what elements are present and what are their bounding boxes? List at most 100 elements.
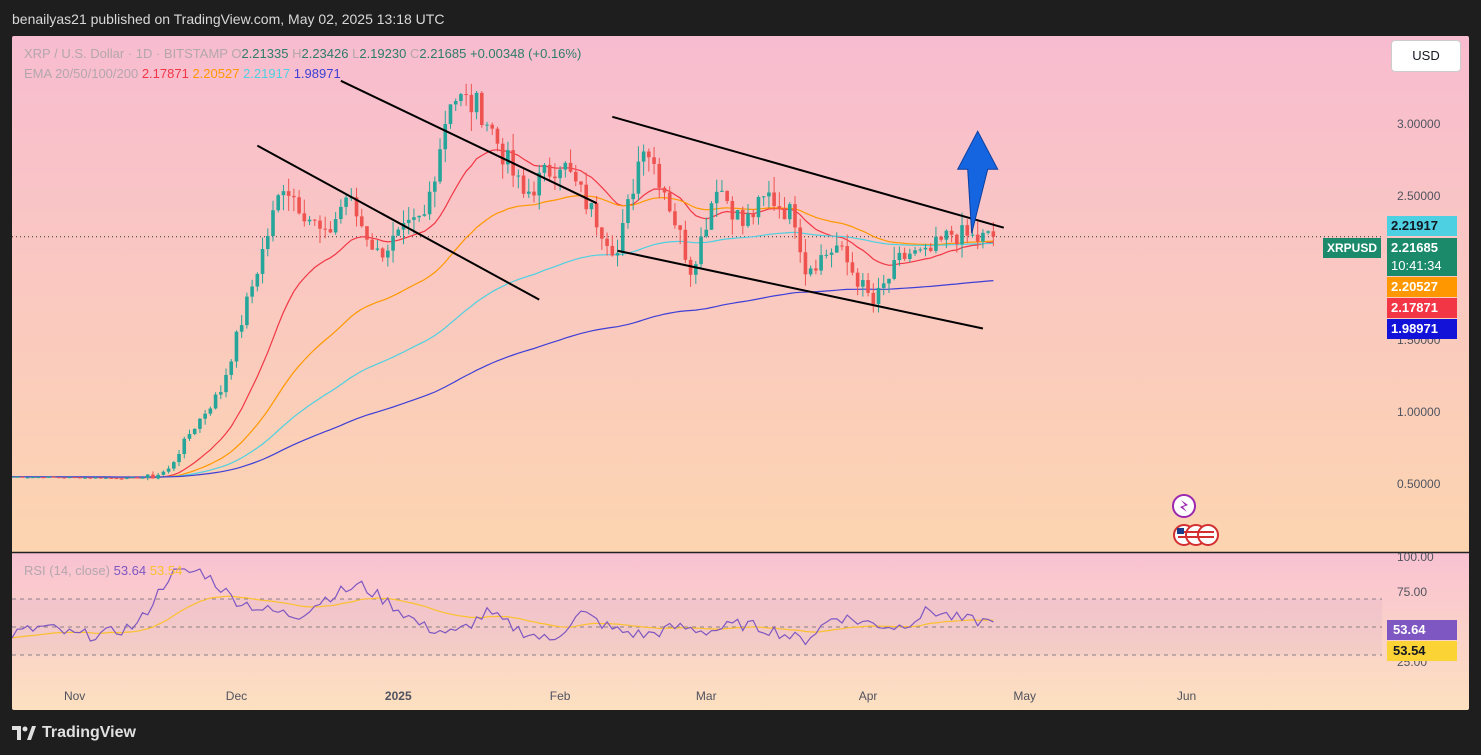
candle-body bbox=[495, 128, 500, 144]
candle-body bbox=[699, 236, 703, 265]
candle-body bbox=[474, 92, 479, 113]
candle-body bbox=[438, 149, 442, 182]
low-value: 2.19230 bbox=[359, 46, 407, 61]
candle-body bbox=[281, 191, 286, 196]
candle-body bbox=[433, 181, 437, 192]
candle-body bbox=[506, 150, 510, 165]
candle-body bbox=[970, 234, 975, 236]
time-tick-label: 2025 bbox=[385, 689, 412, 703]
ema100-value: 2.21917 bbox=[243, 66, 291, 81]
candle-body bbox=[840, 245, 844, 247]
candle-body bbox=[297, 197, 301, 214]
up-arrow-shape bbox=[956, 130, 999, 234]
rsi-value: 53.64 bbox=[113, 563, 147, 578]
candle-body bbox=[767, 192, 771, 197]
candle-body bbox=[104, 477, 108, 479]
candle-body bbox=[673, 211, 677, 226]
candle-body bbox=[448, 104, 453, 125]
candle-body bbox=[761, 196, 766, 198]
candle-body bbox=[547, 164, 552, 177]
rsi-ma-line bbox=[12, 595, 994, 639]
candle-body bbox=[151, 474, 155, 479]
candle-body bbox=[469, 94, 474, 113]
candle-body bbox=[814, 268, 818, 271]
time-tick-label: Feb bbox=[550, 689, 571, 703]
candle-body bbox=[532, 191, 536, 196]
candle-body bbox=[553, 176, 557, 179]
us-flag-icon bbox=[1197, 524, 1219, 546]
candle-body bbox=[198, 418, 202, 429]
second-channel-lower bbox=[617, 249, 984, 330]
candle-body bbox=[375, 248, 380, 250]
candle-body bbox=[443, 124, 448, 150]
candle-body bbox=[307, 219, 312, 222]
rsi-tick-label: 75.00 bbox=[1397, 585, 1427, 599]
candle-body bbox=[182, 438, 187, 455]
candle-body bbox=[928, 247, 933, 251]
candle-body bbox=[187, 434, 192, 439]
candle-body bbox=[135, 477, 140, 479]
time-tick-label: Nov bbox=[64, 689, 85, 703]
candle-body bbox=[422, 214, 427, 216]
candle-body bbox=[386, 250, 390, 258]
ema200-line bbox=[12, 280, 994, 478]
candle-body bbox=[892, 260, 896, 279]
candle-body bbox=[359, 216, 364, 227]
candle-body bbox=[464, 94, 468, 96]
ema-label: EMA 20/50/100/200 bbox=[24, 66, 139, 81]
change-value: +0.00348 (+0.16%) bbox=[469, 46, 582, 61]
candle-body bbox=[339, 206, 343, 220]
rsi-legend: RSI (14, close) 53.64 53.54 bbox=[24, 563, 182, 578]
candle-body bbox=[573, 171, 578, 182]
candle-body bbox=[67, 477, 72, 479]
candle-body bbox=[485, 124, 489, 126]
candle-body bbox=[396, 229, 401, 236]
candle-body bbox=[720, 190, 724, 192]
candle-body bbox=[15, 476, 20, 478]
candle-body bbox=[292, 195, 296, 198]
currency-button[interactable]: USD bbox=[1391, 40, 1461, 72]
candle-body bbox=[177, 454, 181, 463]
brand[interactable]: TradingView bbox=[12, 724, 136, 742]
candle-body bbox=[161, 471, 166, 475]
candle-body bbox=[166, 468, 171, 472]
ema100-price-tag: 2.21917 bbox=[1387, 216, 1457, 236]
candle-body bbox=[641, 151, 646, 162]
price-tick-label: 3.00000 bbox=[1397, 117, 1441, 131]
up-arrow-icon bbox=[956, 130, 999, 234]
candle-body bbox=[31, 477, 35, 479]
candle-body bbox=[652, 157, 656, 164]
chart-frame[interactable]: 3.000002.500002.000001.500001.000000.500… bbox=[12, 36, 1469, 710]
publisher-line: benailyas21 published on TradingView.com… bbox=[12, 11, 445, 27]
time-axis: Nov Dec 2025 Feb Mar Apr May Jun bbox=[64, 689, 1196, 703]
candle-body bbox=[130, 477, 134, 479]
candle-body bbox=[991, 231, 996, 237]
channel-lines bbox=[256, 79, 1005, 330]
candle-body bbox=[626, 199, 630, 224]
candle-body bbox=[647, 151, 651, 158]
candle-body bbox=[88, 477, 93, 479]
candle-body bbox=[255, 273, 260, 287]
rsi-line bbox=[12, 568, 994, 646]
candle-body bbox=[735, 210, 740, 220]
candle-body bbox=[93, 477, 98, 479]
candle-body bbox=[934, 236, 938, 251]
candle-body bbox=[140, 477, 145, 479]
candle-body bbox=[412, 217, 416, 220]
candle-body bbox=[265, 236, 270, 250]
candle-body bbox=[391, 235, 395, 251]
candle-body bbox=[605, 238, 609, 246]
price-axis: 3.000002.500002.000001.500001.000000.500… bbox=[1397, 117, 1441, 491]
chart-svg[interactable]: 3.000002.500002.000001.500001.000000.500… bbox=[12, 36, 1469, 710]
ema200-value: 1.98971 bbox=[293, 66, 341, 81]
ema50-value: 2.20527 bbox=[192, 66, 240, 81]
candle-body bbox=[192, 428, 197, 435]
candle-body bbox=[46, 476, 51, 478]
candle-body bbox=[558, 169, 562, 179]
candle-body bbox=[25, 477, 30, 479]
candle-body bbox=[782, 208, 787, 220]
candle-body bbox=[694, 264, 698, 275]
candle-body bbox=[829, 252, 834, 255]
candle-body bbox=[250, 286, 254, 297]
